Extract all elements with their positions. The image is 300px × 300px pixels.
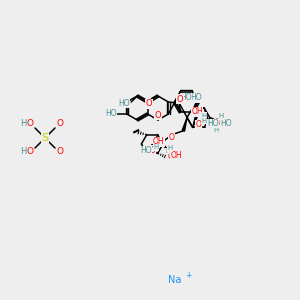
Text: Na: Na: [168, 275, 182, 285]
Text: OH: OH: [167, 152, 179, 161]
Text: HO: HO: [140, 146, 152, 155]
Text: O: O: [56, 148, 64, 157]
Text: H: H: [201, 118, 206, 124]
Text: H: H: [213, 127, 218, 133]
Polygon shape: [163, 144, 170, 153]
Text: H: H: [20, 119, 26, 128]
Text: O: O: [196, 120, 201, 129]
Text: HO: HO: [207, 119, 218, 128]
Text: +: +: [185, 271, 191, 280]
Text: HO: HO: [190, 93, 202, 102]
Text: OH: OH: [153, 137, 165, 146]
Polygon shape: [182, 118, 187, 131]
Text: H: H: [20, 148, 26, 157]
Text: O: O: [146, 99, 152, 108]
Text: O: O: [56, 119, 64, 128]
Text: HO: HO: [118, 98, 130, 107]
Text: O: O: [26, 148, 34, 157]
Text: H: H: [153, 144, 159, 150]
Text: H: H: [219, 113, 224, 119]
Text: HO: HO: [180, 93, 192, 102]
Text: H: H: [202, 113, 207, 119]
Text: OH: OH: [191, 107, 203, 116]
Text: O: O: [155, 110, 161, 119]
Text: O: O: [177, 95, 184, 104]
Polygon shape: [147, 144, 154, 153]
Text: H: H: [167, 146, 172, 152]
Text: HO: HO: [220, 119, 232, 128]
Polygon shape: [193, 116, 197, 128]
Text: H: H: [165, 148, 171, 154]
Text: OH: OH: [215, 118, 226, 127]
Text: S: S: [41, 133, 49, 143]
Text: HO: HO: [105, 109, 117, 118]
Text: O: O: [169, 133, 175, 142]
Text: O: O: [26, 119, 34, 128]
Text: O: O: [149, 146, 155, 155]
Text: OH: OH: [170, 151, 182, 160]
